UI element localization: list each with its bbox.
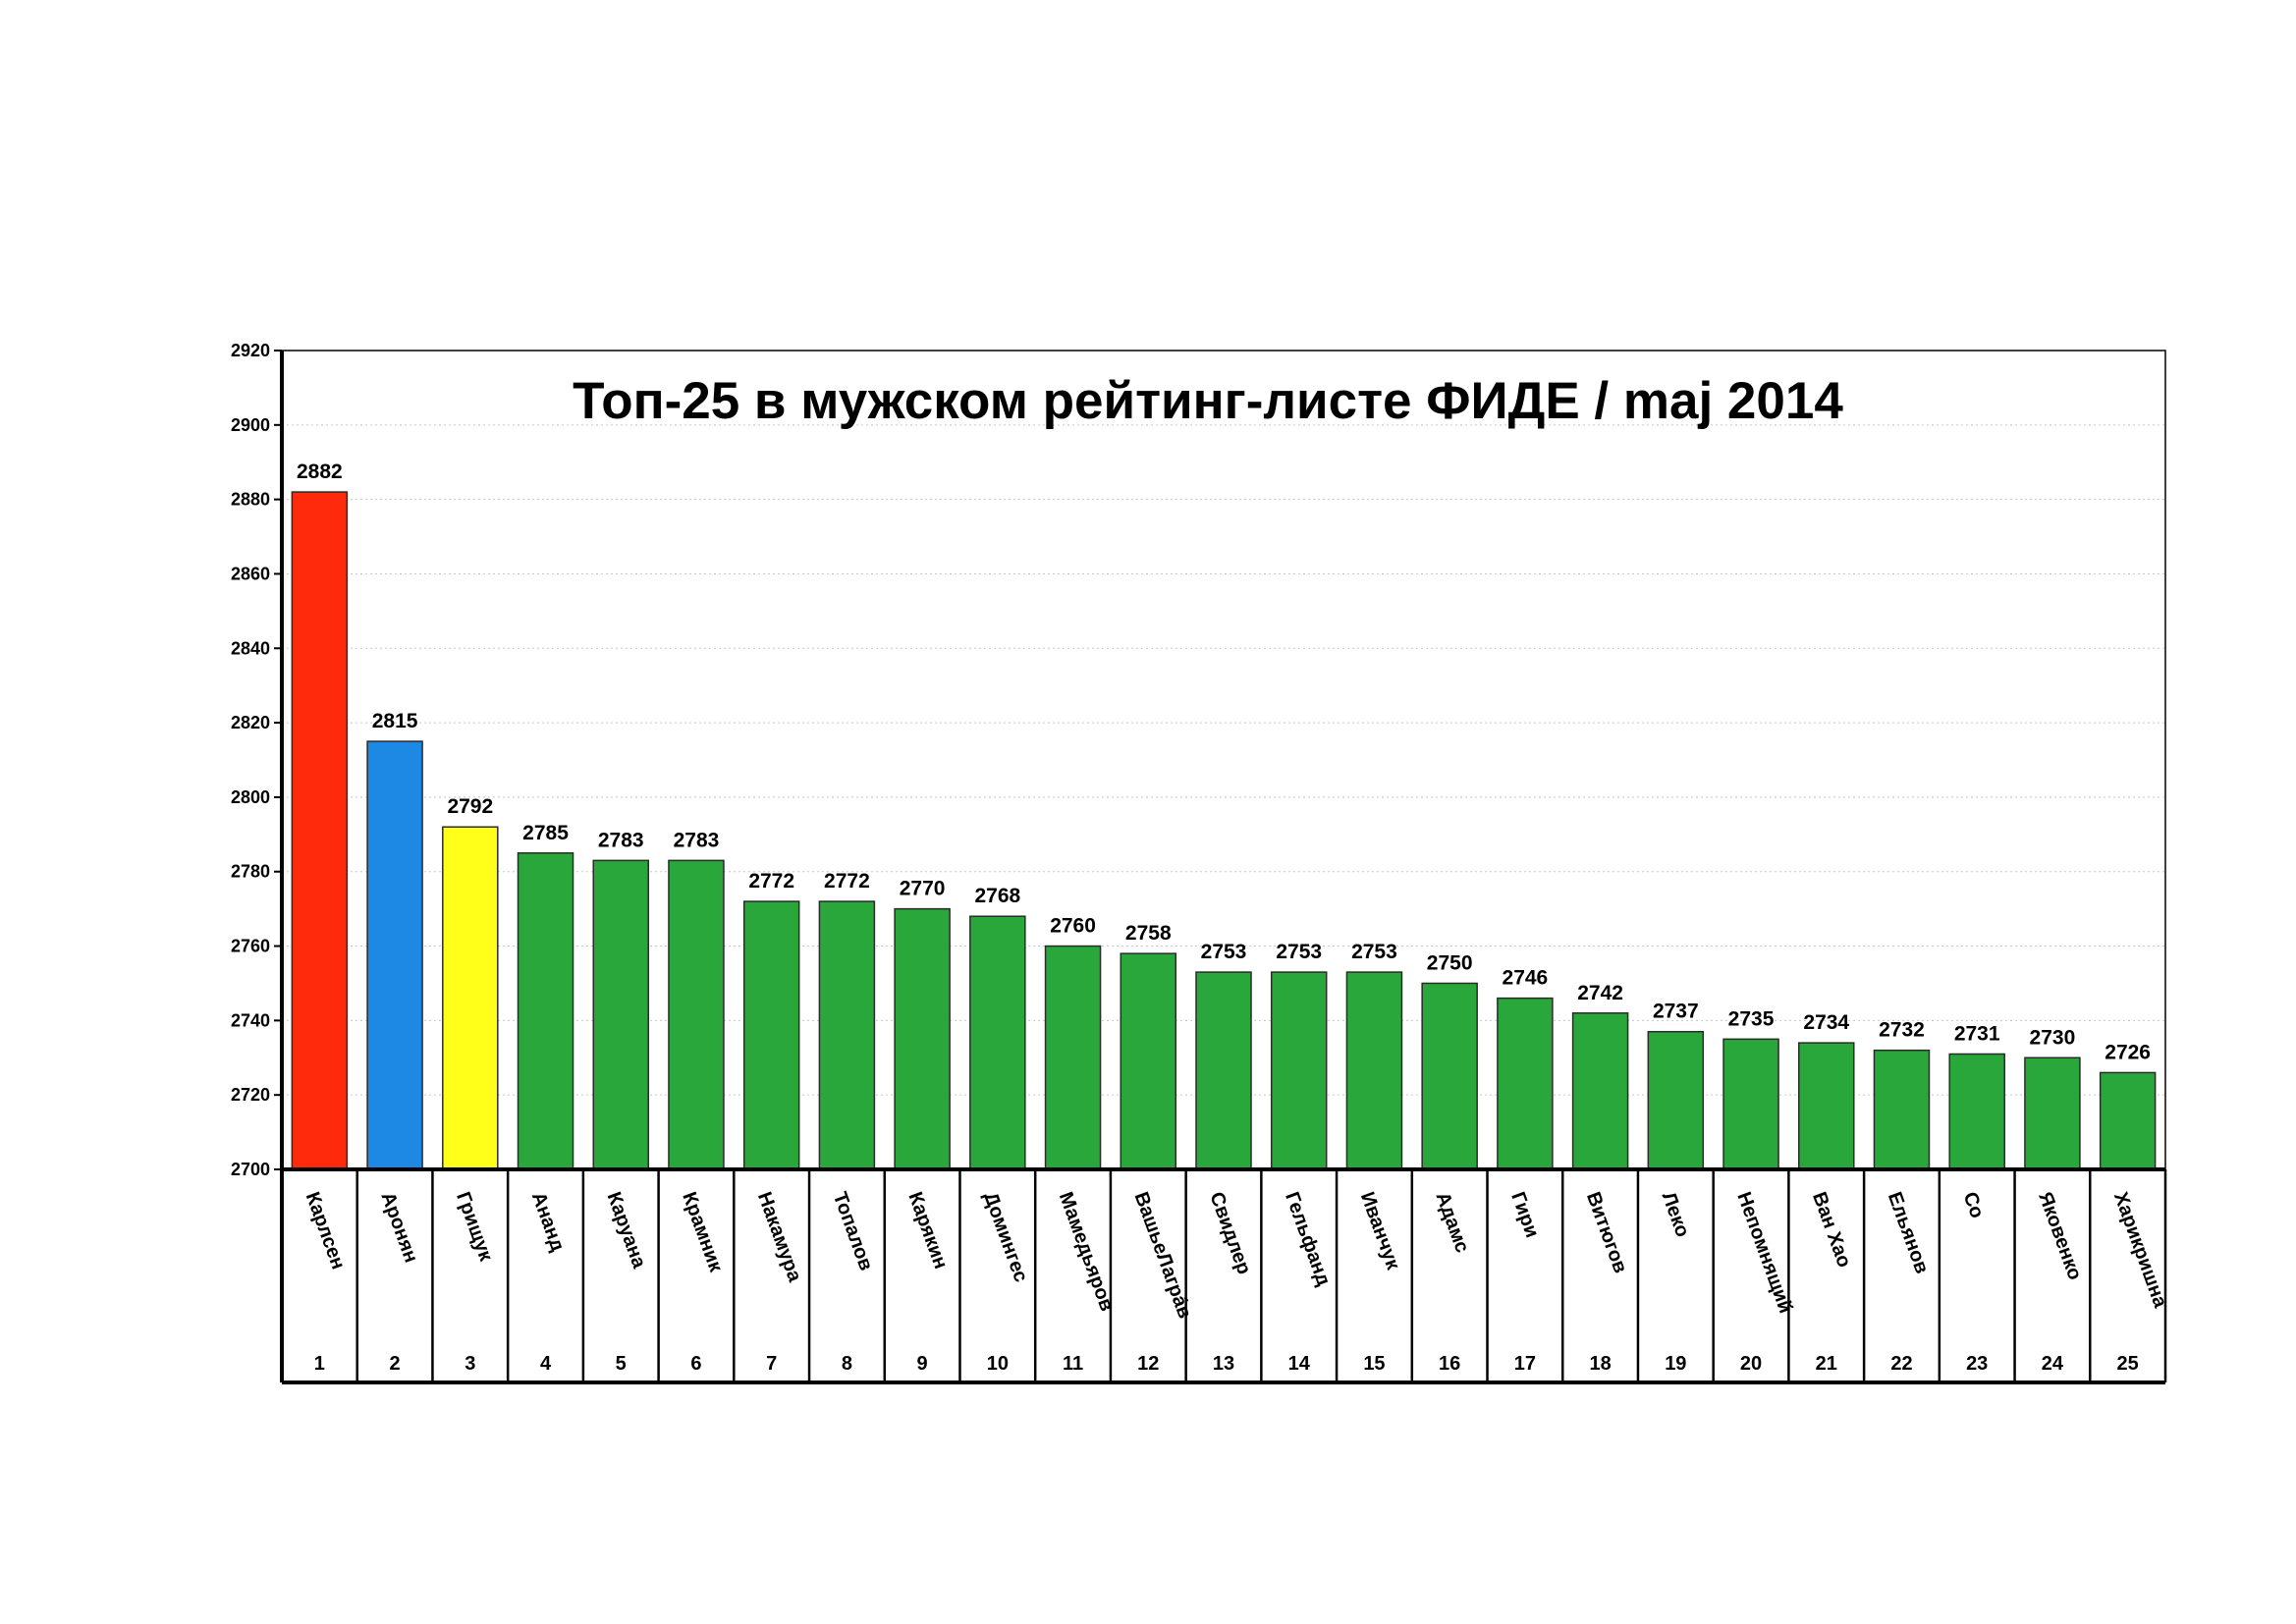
y-tick-label: 2720 bbox=[231, 1085, 270, 1105]
rank-label: 18 bbox=[1589, 1353, 1611, 1375]
y-tick-label: 2740 bbox=[231, 1010, 270, 1030]
rank-label: 15 bbox=[1363, 1353, 1385, 1375]
bar bbox=[1270, 971, 1328, 1170]
rank-label: 11 bbox=[1063, 1353, 1083, 1375]
rank-label: 19 bbox=[1665, 1353, 1686, 1375]
y-tick-label: 2760 bbox=[231, 937, 270, 956]
rank-label: 16 bbox=[1439, 1353, 1460, 1375]
bar-value-label: 2783 bbox=[674, 829, 720, 851]
y-tick-label: 2800 bbox=[231, 787, 270, 807]
rank-label: 12 bbox=[1137, 1353, 1159, 1375]
bar bbox=[366, 740, 423, 1170]
bar-value-label: 2753 bbox=[1201, 941, 1247, 963]
bar bbox=[818, 900, 876, 1170]
bar bbox=[1722, 1038, 1779, 1170]
bars bbox=[291, 491, 2157, 1170]
y-axis: 2700 2720 2740 2760 2780 2800 2820 2840 2860 2880… bbox=[231, 341, 284, 1382]
bar-value-label: 2753 bbox=[1351, 941, 1397, 963]
bar bbox=[1798, 1042, 1855, 1170]
chart-title: Топ-25 в мужском рейтинг-листе ФИДЕ / ma… bbox=[573, 372, 1843, 430]
rank-label: 3 bbox=[465, 1353, 475, 1375]
bar bbox=[1120, 952, 1177, 1170]
bar-value-label: 2753 bbox=[1276, 941, 1322, 963]
bar bbox=[291, 491, 349, 1170]
y-tick-label: 2840 bbox=[231, 638, 270, 658]
bar bbox=[1647, 1030, 1705, 1170]
bar bbox=[1948, 1053, 2005, 1170]
bar-value-label: 2732 bbox=[1879, 1019, 1925, 1042]
bar bbox=[1571, 1012, 1629, 1170]
bar-value-label: 2731 bbox=[1954, 1022, 2000, 1045]
bar-value-label: 2730 bbox=[2030, 1026, 2076, 1049]
rank-label: 6 bbox=[690, 1353, 701, 1375]
rank-label: 22 bbox=[1890, 1353, 1912, 1375]
rank-label: 25 bbox=[2117, 1353, 2139, 1375]
rank-label: 5 bbox=[616, 1353, 627, 1375]
bar-value-label: 2768 bbox=[974, 885, 1020, 907]
rank-label: 7 bbox=[766, 1353, 777, 1375]
bar bbox=[1497, 997, 1554, 1170]
bar bbox=[668, 859, 725, 1170]
bar-value-label: 2726 bbox=[2105, 1041, 2151, 1063]
rank-label: 17 bbox=[1514, 1353, 1536, 1375]
bar-value-label: 2772 bbox=[824, 870, 870, 893]
rank-label: 1 bbox=[314, 1353, 325, 1375]
bar-value-label: 2783 bbox=[598, 829, 644, 851]
rank-label: 20 bbox=[1740, 1353, 1762, 1375]
bar-value-label: 2750 bbox=[1427, 951, 1473, 974]
bar bbox=[442, 826, 499, 1170]
bar-value-label: 2735 bbox=[1728, 1007, 1775, 1030]
bar-value-label: 2760 bbox=[1050, 915, 1096, 938]
rank-label: 8 bbox=[842, 1353, 852, 1375]
rank-label: 21 bbox=[1816, 1353, 1837, 1375]
bar bbox=[1345, 971, 1403, 1170]
bar-value-label: 2734 bbox=[1803, 1011, 1849, 1034]
bar-value-label: 2792 bbox=[447, 795, 493, 818]
bar-value-label: 2737 bbox=[1653, 1001, 1699, 1023]
bar-value-label: 2772 bbox=[748, 870, 794, 893]
rank-label: 24 bbox=[2042, 1353, 2064, 1375]
bar-value-label: 2785 bbox=[522, 822, 569, 844]
rank-label: 23 bbox=[1966, 1353, 1988, 1375]
bar bbox=[1044, 945, 1102, 1170]
bar bbox=[1421, 982, 1478, 1170]
bar bbox=[1873, 1049, 1931, 1170]
rank-label: 13 bbox=[1213, 1353, 1234, 1375]
bar bbox=[969, 915, 1026, 1170]
bar-value-label: 2882 bbox=[297, 460, 343, 483]
y-tick-label: 2780 bbox=[231, 862, 270, 882]
rank-label: 9 bbox=[917, 1353, 928, 1375]
y-tick-label: 2900 bbox=[231, 415, 270, 435]
y-tick-label: 2820 bbox=[231, 713, 270, 732]
rank-label: 14 bbox=[1288, 1353, 1311, 1375]
rank-label: 2 bbox=[390, 1353, 401, 1375]
y-tick-label: 2700 bbox=[231, 1160, 270, 1179]
bar-value-label: 2815 bbox=[372, 710, 418, 732]
y-tick-label: 2880 bbox=[231, 490, 270, 510]
bar bbox=[894, 907, 951, 1170]
bar bbox=[1195, 971, 1252, 1170]
rank-label: 10 bbox=[987, 1353, 1009, 1375]
bar bbox=[517, 852, 574, 1170]
bar bbox=[592, 859, 649, 1170]
bar-value-label: 2746 bbox=[1503, 967, 1549, 990]
y-tick-label: 2860 bbox=[231, 564, 270, 583]
bar bbox=[742, 900, 800, 1170]
bar bbox=[2024, 1056, 2081, 1170]
bar-value-label: 2742 bbox=[1577, 982, 1623, 1004]
bar-value-label: 2770 bbox=[900, 878, 946, 900]
bar-value-label: 2758 bbox=[1125, 922, 1172, 945]
y-tick-label: 2920 bbox=[231, 341, 270, 360]
rank-label: 4 bbox=[540, 1353, 552, 1375]
bar bbox=[2099, 1071, 2157, 1170]
value-labels: 2882 2815 2792 2785 2783 2783 2772 2772 2770 2768… bbox=[297, 460, 2151, 1063]
